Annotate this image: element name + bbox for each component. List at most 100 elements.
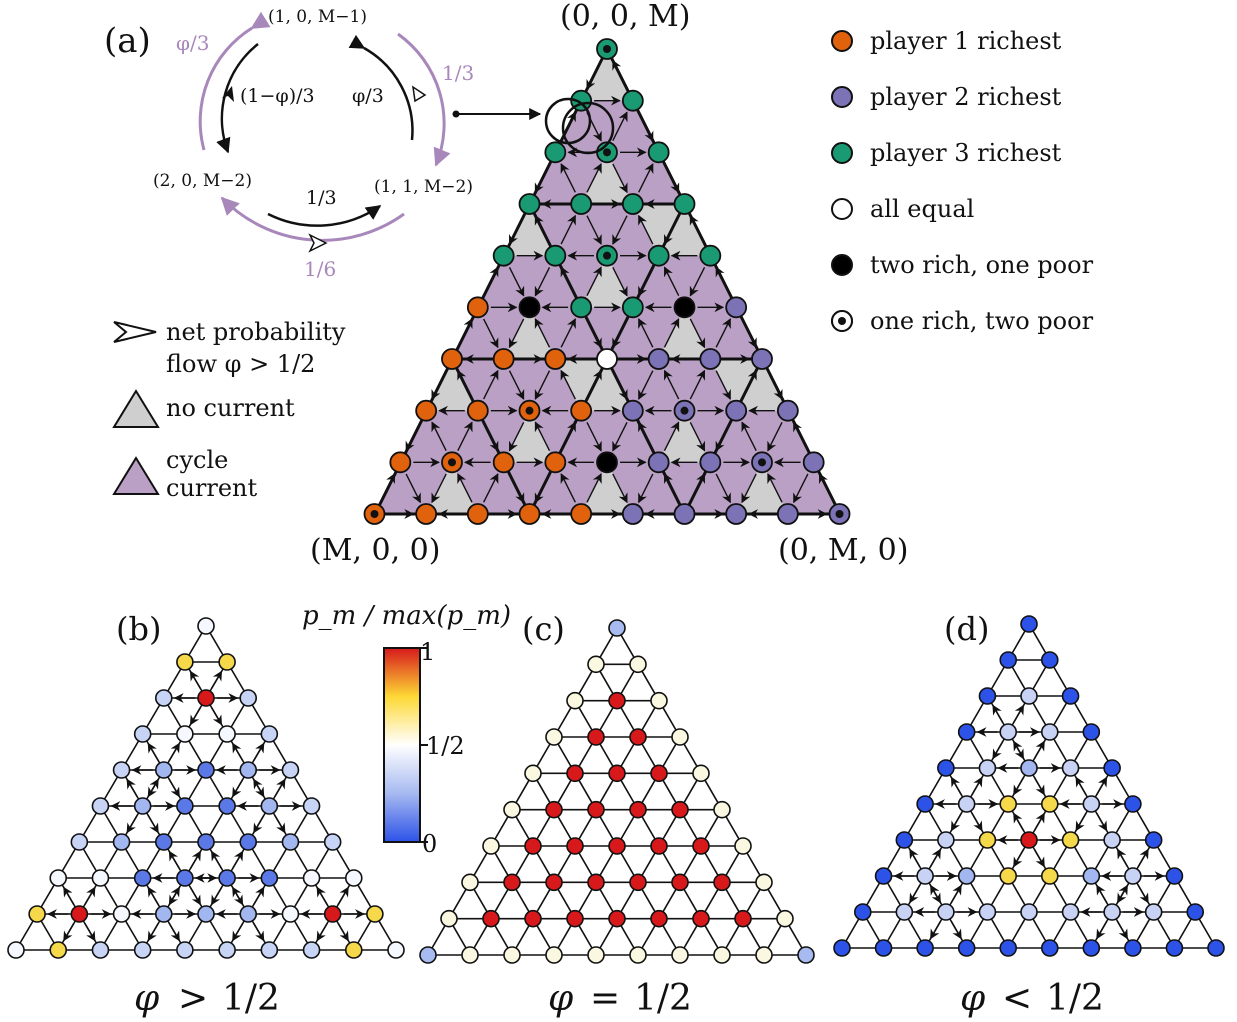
lattice-cell — [477, 307, 530, 359]
flow-arrow — [663, 318, 680, 348]
prob-node — [302, 797, 321, 815]
prob-node — [999, 723, 1018, 741]
prob-node — [608, 909, 626, 928]
state-node — [621, 89, 644, 112]
prob-node — [461, 873, 479, 892]
prob-node — [937, 831, 955, 849]
flow-arrow — [715, 318, 731, 348]
state-node — [570, 503, 593, 525]
prob-flow-arrow — [316, 886, 328, 905]
state-node — [751, 348, 773, 370]
state-node — [466, 503, 489, 525]
flow-arrow — [508, 215, 525, 245]
state-node-dot — [525, 406, 534, 415]
flow-arrow — [612, 473, 628, 504]
legend-node-label: player 1 richest — [870, 27, 1062, 55]
flow-arrow — [586, 266, 602, 297]
state-node-dot — [370, 510, 379, 518]
panel-c-caption-relation: = — [590, 978, 620, 1019]
flow-arrow — [689, 214, 706, 245]
node-legend: player 1 richest player 2 richest player 3… — [831, 27, 1094, 335]
prob-flow-arrow — [1096, 921, 1108, 940]
prob-node — [503, 946, 521, 964]
prob-node — [239, 833, 258, 851]
state-node — [621, 503, 644, 525]
colorbar-title: p_m / max(p_m) — [302, 601, 511, 631]
prob-node — [218, 653, 236, 671]
prob-node — [239, 761, 258, 779]
prob-flow-arrow — [1075, 813, 1087, 832]
prob-node — [1207, 939, 1225, 957]
prob-node — [323, 905, 342, 923]
state-node — [466, 296, 489, 319]
prob-node — [755, 946, 773, 964]
prob-flow-arrow — [168, 923, 180, 942]
state-node — [415, 399, 438, 422]
prob-flow-arrow — [1096, 884, 1108, 903]
lattice-cell — [581, 307, 633, 359]
prob-node — [650, 764, 668, 783]
flow-arrow — [534, 163, 551, 194]
state-node — [570, 296, 593, 319]
flow-arrow — [689, 318, 706, 349]
prob-flow-arrow — [253, 778, 265, 797]
flow-arrow — [689, 473, 706, 503]
prob-node — [154, 761, 173, 779]
state-space-triangle — [363, 38, 851, 525]
prob-flow-arrow — [232, 850, 244, 869]
prob-node — [1040, 795, 1059, 813]
prob-node — [874, 939, 893, 957]
lattice-cell — [581, 204, 633, 256]
state-node — [544, 141, 567, 164]
prob-node — [112, 905, 131, 923]
prob-flow-arrow — [1033, 849, 1045, 868]
prob-node — [524, 837, 542, 855]
legend-node-icon — [831, 254, 853, 276]
flow-arrow — [534, 421, 551, 452]
prob-node — [797, 946, 815, 964]
prob-node — [566, 691, 584, 710]
prob-node — [1020, 615, 1038, 633]
panel-c-caption-symbol: φ — [548, 978, 574, 1019]
prob-node — [650, 909, 668, 928]
flow-arrow — [560, 473, 576, 503]
prob-flow-arrow — [210, 707, 223, 726]
state-node — [570, 193, 593, 215]
prob-flow-arrow — [971, 813, 983, 832]
prob-flow-arrow — [63, 923, 75, 942]
panel-c-caption-value: 1/2 — [634, 978, 692, 1019]
prob-node — [482, 837, 500, 855]
prob-node — [1103, 831, 1121, 849]
legend-node-label: one rich, two poor — [870, 307, 1094, 335]
prob-node — [260, 797, 279, 815]
corner-right-label: (0, M, 0) — [778, 533, 908, 568]
prob-flow-arrow — [1033, 740, 1045, 759]
state-node — [673, 503, 696, 525]
prob-flow-arrow — [168, 850, 180, 869]
prob-flow-arrow — [189, 670, 202, 689]
prob-node — [1124, 795, 1142, 813]
prob-node — [344, 869, 363, 887]
prob-flow-arrow — [253, 742, 265, 761]
inner-bottom-open-arrowhead — [308, 233, 328, 253]
prob-node — [260, 869, 279, 887]
inner-rate-bottom: 1/3 — [306, 187, 337, 209]
prob-node — [713, 800, 731, 819]
prob-node — [7, 941, 25, 959]
prob-node — [1020, 831, 1038, 849]
prob-node — [112, 761, 131, 779]
lattice-cell — [503, 462, 556, 514]
state-node — [492, 348, 515, 370]
flow-arrow — [534, 370, 551, 400]
state-node — [725, 296, 748, 319]
cycle-current-triangle-icon — [112, 456, 160, 495]
prob-flow-arrow — [950, 776, 962, 795]
prob-node — [1103, 903, 1121, 921]
prob-node — [1124, 939, 1142, 957]
flow-arrow — [405, 473, 421, 504]
prob-node — [218, 941, 236, 959]
flow-arrow — [483, 369, 499, 400]
panel-d-caption-value: 1/2 — [1046, 978, 1104, 1019]
